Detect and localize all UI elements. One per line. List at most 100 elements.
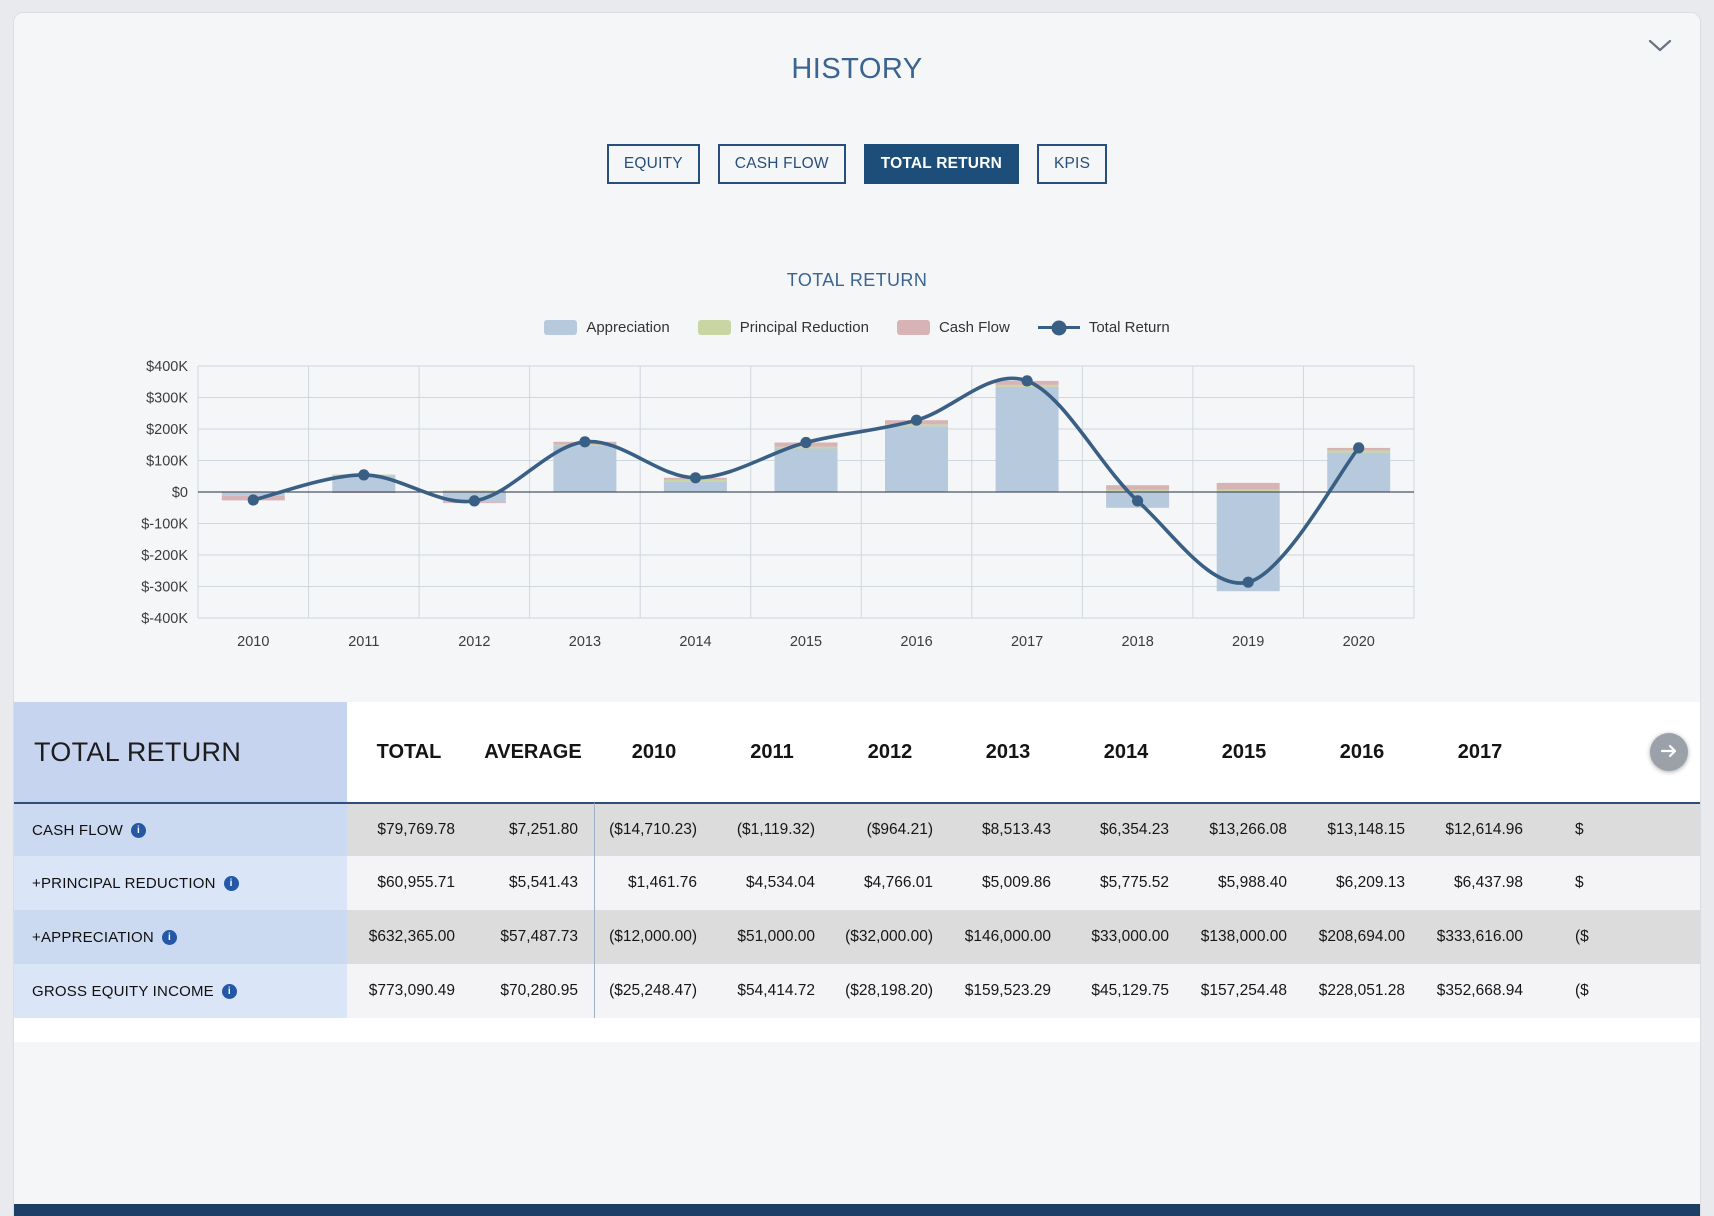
svg-text:$200K: $200K — [146, 422, 188, 438]
table-cell: $138,000.00 — [1185, 910, 1303, 964]
row-label-principal-reduction: +PRINCIPAL REDUCTION i — [14, 856, 347, 910]
table-cell: $4,534.04 — [713, 856, 831, 910]
table-cell: $ — [1539, 856, 1700, 910]
table-cell: ($1,119.32) — [713, 802, 831, 856]
table-cell: $146,000.00 — [949, 910, 1067, 964]
table-cell: $5,988.40 — [1185, 856, 1303, 910]
svg-text:2019: 2019 — [1232, 634, 1264, 650]
arrow-right-icon — [1660, 744, 1678, 761]
svg-text:$300K: $300K — [146, 391, 188, 407]
table-cell: $79,769.78 — [347, 802, 471, 856]
svg-text:2020: 2020 — [1343, 634, 1375, 650]
svg-text:$-400K: $-400K — [141, 611, 188, 627]
column-header-2010: 2010 — [595, 702, 713, 802]
table-cell: $ — [1539, 802, 1700, 856]
svg-text:$100K: $100K — [146, 454, 188, 470]
legend-swatch — [544, 320, 578, 335]
table-next-button[interactable] — [1650, 733, 1688, 771]
info-icon[interactable]: i — [223, 875, 239, 891]
info-icon[interactable]: i — [161, 929, 177, 945]
bottom-accent-bar — [14, 1204, 1700, 1216]
table-cell: ($12,000.00) — [595, 910, 713, 964]
svg-text:2016: 2016 — [900, 634, 932, 650]
table-cell: $1,461.76 — [595, 856, 713, 910]
legend-line-marker — [1037, 320, 1080, 335]
legend-item-principal-reduction[interactable]: Principal Reduction — [697, 319, 869, 336]
svg-text:2017: 2017 — [1011, 634, 1043, 650]
svg-text:$-200K: $-200K — [141, 548, 188, 564]
row-label-text: +PRINCIPAL REDUCTION — [32, 874, 216, 892]
table-cell: $12,614.96 — [1421, 802, 1539, 856]
table-cell: ($964.21) — [831, 802, 949, 856]
table-cell: $352,668.94 — [1421, 964, 1539, 1018]
svg-text:2014: 2014 — [679, 634, 711, 650]
legend-item-total-return[interactable]: Total Return — [1037, 319, 1170, 336]
table-cell: $33,000.00 — [1067, 910, 1185, 964]
table-cell: $13,266.08 — [1185, 802, 1303, 856]
svg-text:$0: $0 — [172, 485, 188, 501]
column-header-2012: 2012 — [831, 702, 949, 802]
legend-label: Appreciation — [586, 319, 670, 336]
table-cell: $7,251.80 — [471, 802, 595, 856]
history-card: HISTORY EQUITY CASH FLOW TOTAL RETURN KPIS … — [13, 12, 1701, 1216]
table-cell: $228,051.28 — [1303, 964, 1421, 1018]
table-cell: $6,354.23 — [1067, 802, 1185, 856]
row-label-appreciation: +APPRECIATION i — [14, 910, 347, 964]
table-cell: $13,148.15 — [1303, 802, 1421, 856]
card-header: HISTORY — [14, 13, 1700, 86]
column-header-2011: 2011 — [713, 702, 831, 802]
legend-swatch — [697, 320, 731, 335]
table-cell: ($32,000.00) — [831, 910, 949, 964]
table-cell: ($25,248.47) — [595, 964, 713, 1018]
svg-text:2011: 2011 — [348, 634, 379, 650]
info-icon[interactable]: i — [221, 983, 237, 999]
chart-section-title: TOTAL RETURN — [786, 270, 928, 290]
row-label-text: +APPRECIATION — [32, 928, 154, 946]
table-cell: $4,766.01 — [831, 856, 949, 910]
tab-equity[interactable]: EQUITY — [606, 144, 700, 184]
column-header-2015: 2015 — [1185, 702, 1303, 802]
table-cell: $5,009.86 — [949, 856, 1067, 910]
total-return-chart: $400K $300K $200K $100K $0 $-100K $-200K $-300K… — [106, 360, 1426, 654]
legend-item-appreciation[interactable]: Appreciation — [544, 319, 670, 336]
row-label-gross-equity-income: GROSS EQUITY INCOME i — [14, 964, 347, 1018]
row-label-cash-flow: CASH FLOW i — [14, 802, 347, 856]
chart-legend: Appreciation Principal Reduction Cash Flow… — [14, 319, 1700, 336]
column-header-total: TOTAL — [347, 702, 471, 802]
legend-label: Cash Flow — [938, 319, 1010, 336]
table-cell: ($28,198.20) — [831, 964, 949, 1018]
table-cell: $333,616.00 — [1421, 910, 1539, 964]
chart-svg: $400K $300K $200K $100K $0 $-100K $-200K $-300K… — [141, 360, 1415, 650]
table-cell: ($ — [1539, 964, 1700, 1018]
collapse-button[interactable] — [1648, 39, 1672, 52]
row-label-text: CASH FLOW — [32, 821, 123, 839]
table-cell: $8,513.43 — [949, 802, 1067, 856]
info-icon[interactable]: i — [130, 822, 146, 838]
legend-label: Total Return — [1088, 319, 1170, 336]
table-cell: $6,437.98 — [1421, 856, 1539, 910]
column-header-2014: 2014 — [1067, 702, 1185, 802]
table-cell: $5,541.43 — [471, 856, 595, 910]
svg-text:2015: 2015 — [790, 634, 822, 650]
svg-text:$400K: $400K — [146, 360, 188, 375]
column-header-2017: 2017 — [1421, 702, 1539, 802]
svg-text:2013: 2013 — [569, 634, 601, 650]
table-cell: $157,254.48 — [1185, 964, 1303, 1018]
tab-kpis[interactable]: KPIS — [1036, 144, 1108, 184]
table-cell: $60,955.71 — [347, 856, 471, 910]
row-label-text: GROSS EQUITY INCOME — [32, 982, 214, 1000]
tab-cash-flow[interactable]: CASH FLOW — [717, 144, 846, 184]
svg-text:2012: 2012 — [458, 634, 490, 650]
table-cell: $54,414.72 — [713, 964, 831, 1018]
legend-item-cash-flow[interactable]: Cash Flow — [896, 319, 1010, 336]
column-header-2016: 2016 — [1303, 702, 1421, 802]
legend-swatch — [896, 320, 930, 335]
tab-total-return[interactable]: TOTAL RETURN — [863, 144, 1019, 184]
chevron-down-icon — [1648, 39, 1672, 55]
table-cell: $632,365.00 — [347, 910, 471, 964]
legend-label: Principal Reduction — [739, 319, 869, 336]
table-cell: $5,775.52 — [1067, 856, 1185, 910]
table-section: TOTAL RETURN TOTAL AVERAGE 2010 2011 2012 201… — [14, 702, 1700, 1042]
history-tabs: EQUITY CASH FLOW TOTAL RETURN KPIS — [14, 144, 1700, 184]
table-cell: $6,209.13 — [1303, 856, 1421, 910]
